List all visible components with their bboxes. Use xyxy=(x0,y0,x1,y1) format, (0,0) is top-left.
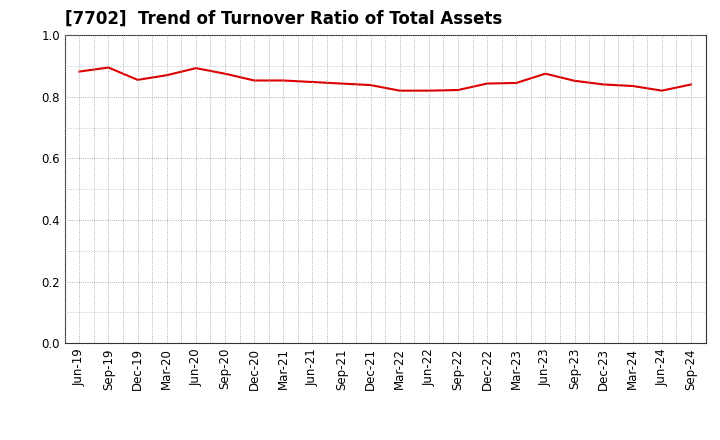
Text: [7702]  Trend of Turnover Ratio of Total Assets: [7702] Trend of Turnover Ratio of Total … xyxy=(65,10,502,28)
